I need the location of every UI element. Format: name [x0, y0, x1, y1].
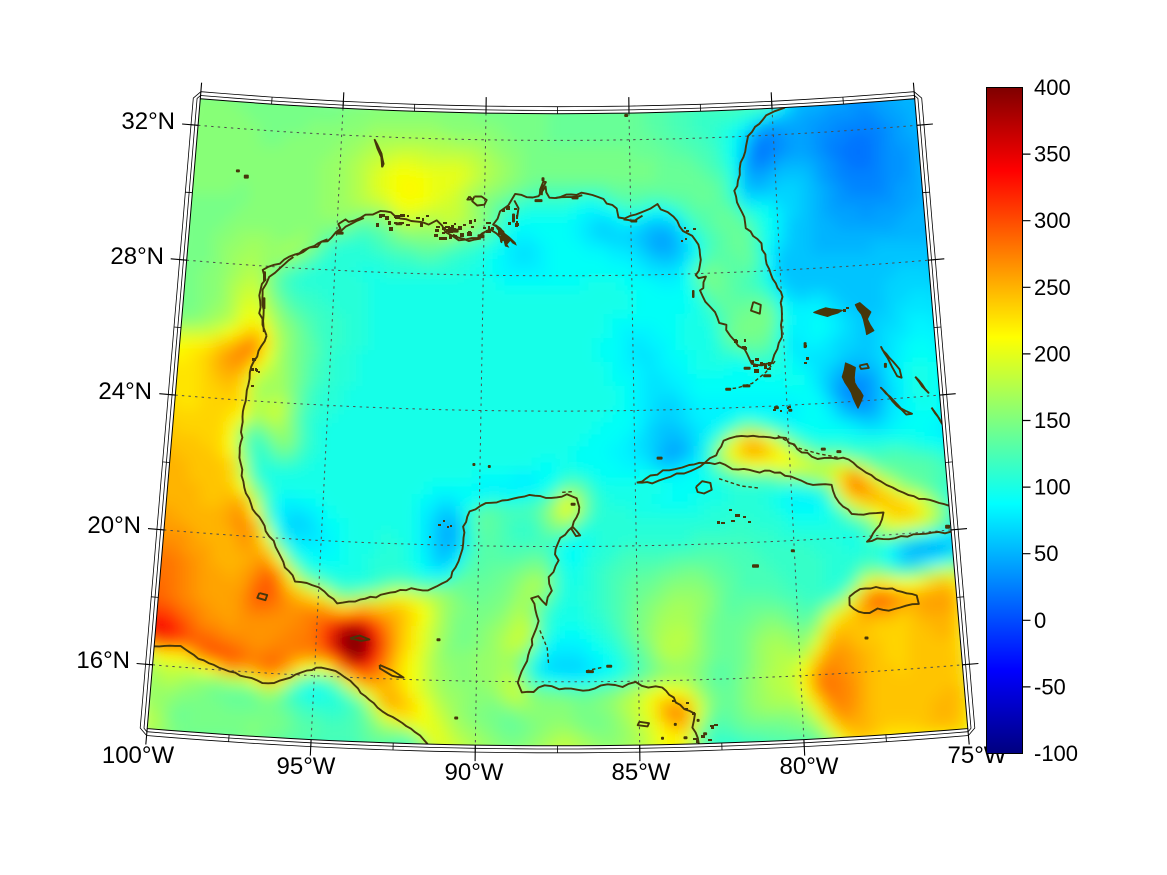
svg-text:150: 150	[1034, 408, 1071, 433]
svg-text:50: 50	[1034, 541, 1058, 566]
svg-text:85°W: 85°W	[612, 759, 671, 786]
svg-text:16°N: 16°N	[76, 647, 130, 674]
svg-text:24°N: 24°N	[98, 378, 152, 405]
svg-text:0: 0	[1034, 608, 1046, 633]
svg-text:300: 300	[1034, 208, 1071, 233]
svg-text:-50: -50	[1034, 674, 1066, 699]
svg-text:100: 100	[1034, 475, 1071, 500]
svg-text:90°W: 90°W	[445, 759, 504, 786]
svg-text:95°W: 95°W	[277, 753, 336, 780]
svg-text:200: 200	[1034, 341, 1071, 366]
svg-text:350: 350	[1034, 142, 1071, 167]
svg-text:28°N: 28°N	[110, 243, 164, 270]
svg-text:80°W: 80°W	[780, 753, 839, 780]
svg-text:100°W: 100°W	[102, 742, 175, 769]
svg-text:400: 400	[1034, 75, 1071, 100]
svg-text:-100: -100	[1034, 741, 1078, 766]
svg-text:32°N: 32°N	[121, 108, 175, 135]
svg-text:250: 250	[1034, 275, 1071, 300]
svg-text:20°N: 20°N	[87, 512, 141, 539]
